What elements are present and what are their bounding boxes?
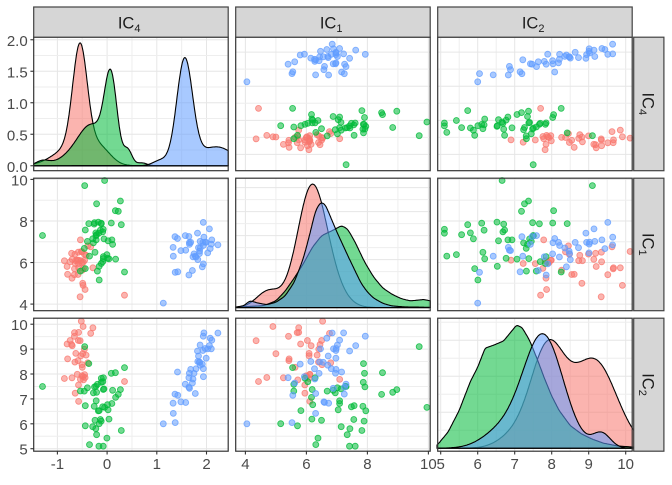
svg-text:7: 7: [19, 392, 27, 409]
svg-text:2: 2: [202, 456, 210, 473]
svg-text:8: 8: [19, 367, 27, 384]
svg-text:5: 5: [437, 456, 445, 473]
svg-text:6: 6: [19, 256, 27, 273]
svg-text:1.5: 1.5: [7, 64, 28, 81]
svg-text:10: 10: [420, 456, 437, 473]
svg-text:7: 7: [511, 456, 519, 473]
svg-text:2.0: 2.0: [7, 33, 28, 50]
svg-text:0: 0: [103, 456, 111, 473]
svg-text:0.5: 0.5: [7, 127, 28, 144]
svg-text:5: 5: [19, 442, 27, 459]
svg-text:8: 8: [19, 214, 27, 231]
svg-text:4: 4: [241, 456, 249, 473]
svg-text:6: 6: [302, 456, 310, 473]
svg-text:10: 10: [11, 172, 28, 189]
svg-text:-1: -1: [51, 456, 64, 473]
svg-text:1: 1: [153, 456, 161, 473]
svg-text:8: 8: [363, 456, 371, 473]
svg-text:10: 10: [11, 317, 28, 334]
svg-text:9: 9: [585, 456, 593, 473]
svg-text:6: 6: [474, 456, 482, 473]
svg-text:0.0: 0.0: [7, 159, 28, 176]
svg-text:1.0: 1.0: [7, 96, 28, 113]
svg-text:9: 9: [19, 342, 27, 359]
svg-text:8: 8: [548, 456, 556, 473]
svg-text:6: 6: [19, 417, 27, 434]
svg-text:10: 10: [617, 456, 634, 473]
svg-text:4: 4: [19, 297, 27, 314]
